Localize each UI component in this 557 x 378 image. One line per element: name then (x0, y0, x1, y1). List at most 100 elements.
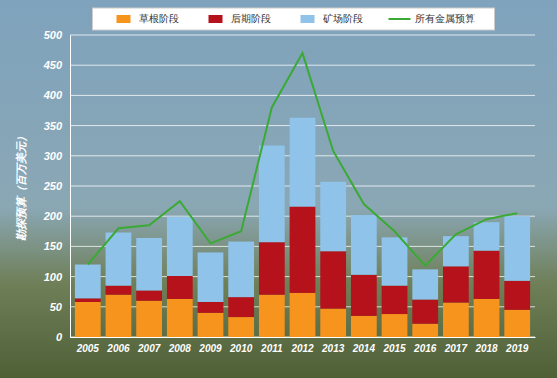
x-tick-label: 2016 (413, 343, 437, 354)
bar (382, 237, 408, 285)
x-tick-label: 2007 (137, 343, 161, 354)
legend-item: 所有金属预算 (389, 13, 475, 24)
bar (504, 216, 530, 281)
bar (412, 324, 438, 337)
bar (320, 251, 346, 308)
grid-line (70, 95, 535, 96)
y-tick-label: 350 (44, 120, 63, 132)
bar (382, 314, 408, 337)
x-tick: 2012 (290, 337, 314, 354)
bar (228, 297, 254, 317)
y-tick-label: 300 (44, 150, 63, 162)
legend-item: 矿场阶段 (301, 13, 363, 24)
y-tick: 300 (44, 150, 70, 162)
bar (198, 313, 224, 337)
bar (351, 275, 377, 316)
bar-series (75, 118, 530, 302)
legend-label: 后期阶段 (231, 13, 271, 24)
bar (228, 317, 254, 337)
bar (474, 299, 500, 337)
legend: 草根阶段 后期阶段 矿场阶段 所有金属预算 (93, 8, 495, 30)
bar (474, 251, 500, 299)
x-tick: 2019 (505, 337, 529, 354)
bar (75, 265, 101, 299)
bar-series (75, 207, 530, 324)
y-axis: 0 50 100 150 200 250 300 350 400 450 500 (43, 29, 71, 343)
legend-item: 后期阶段 (209, 13, 271, 24)
x-tick-label: 2015 (382, 343, 406, 354)
bar (290, 293, 316, 337)
y-tick-label: 150 (44, 240, 63, 252)
legend-swatch (209, 15, 223, 23)
bar (504, 310, 530, 337)
x-tick-label: 2009 (198, 343, 222, 354)
x-tick: 2011 (260, 337, 283, 354)
x-axis: 2005 2006 2007 2008 2009 2010 2011 2012 2013 2014… (71, 337, 536, 354)
bar (136, 301, 162, 337)
x-tick-label: 2014 (352, 343, 376, 354)
grid (70, 35, 535, 337)
bar (167, 217, 193, 276)
plot: 0501001502002503003504004505002005200620… (43, 29, 536, 354)
bar (443, 303, 469, 337)
bar (504, 281, 530, 310)
bar (167, 299, 193, 337)
legend-swatch (389, 18, 411, 20)
x-tick: 2016 (413, 337, 437, 354)
marks (75, 53, 530, 337)
bar (351, 316, 377, 337)
x-tick-label: 2011 (260, 343, 283, 354)
y-tick-label: 100 (44, 271, 63, 283)
bar (474, 222, 500, 250)
x-tick-label: 2006 (106, 343, 130, 354)
bar (412, 269, 438, 299)
y-tick: 200 (43, 210, 70, 222)
x-tick: 2008 (168, 337, 192, 354)
y-tick-label: 250 (43, 180, 63, 192)
y-tick: 50 (50, 301, 70, 313)
bar (290, 118, 316, 207)
x-tick-label: 2010 (229, 343, 253, 354)
y-tick-label: 200 (43, 210, 63, 222)
y-tick: 400 (43, 89, 70, 101)
bar (443, 236, 469, 266)
legend-label: 矿场阶段 (322, 13, 363, 24)
x-tick-label: 2017 (444, 343, 468, 354)
y-tick-label: 0 (56, 331, 63, 343)
bar (443, 266, 469, 302)
y-tick: 350 (44, 120, 70, 132)
bar (198, 302, 224, 313)
x-tick: 2017 (444, 337, 468, 354)
legend-swatch (117, 15, 131, 23)
x-tick: 2009 (198, 337, 222, 354)
x-tick-label: 2019 (505, 343, 529, 354)
x-tick-label: 2012 (290, 343, 314, 354)
legend-label: 草根阶段 (139, 13, 179, 24)
x-tick: 2013 (321, 337, 345, 354)
x-tick: 2007 (137, 337, 161, 354)
grid-line (70, 65, 535, 66)
bar (290, 207, 316, 293)
chart: 0501001502002503003504004505002005200620… (0, 0, 557, 378)
y-tick: 100 (44, 271, 70, 283)
bar (259, 146, 285, 243)
grid-line (70, 35, 535, 36)
x-axis-line (71, 337, 536, 338)
x-tick: 2005 (76, 337, 100, 354)
y-tick-label: 450 (43, 59, 63, 71)
bar (198, 252, 224, 302)
line (88, 53, 517, 266)
x-tick: 2010 (229, 337, 253, 354)
legend-item: 草根阶段 (117, 13, 179, 24)
bar (75, 298, 101, 302)
bar (412, 300, 438, 324)
y-tick-label: 400 (43, 89, 63, 101)
x-tick: 2014 (352, 337, 376, 354)
x-tick-label: 2008 (168, 343, 192, 354)
y-tick: 0 (56, 331, 70, 343)
x-tick-label: 2018 (474, 343, 498, 354)
x-tick: 2018 (474, 337, 498, 354)
y-tick-label: 50 (50, 301, 63, 313)
y-tick-label: 500 (44, 29, 63, 41)
bar (382, 286, 408, 314)
